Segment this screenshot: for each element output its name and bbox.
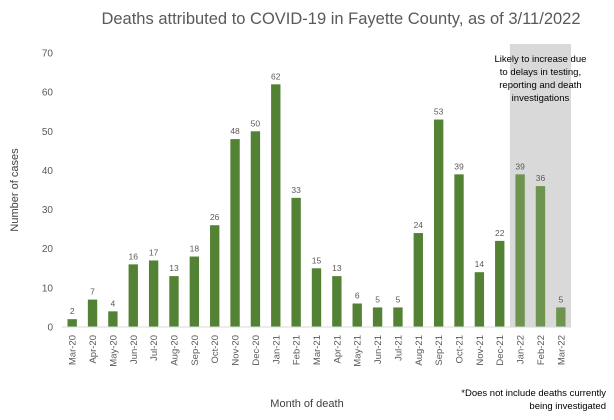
y-tick-label: 50: [42, 127, 54, 138]
bar-value-label: 5: [558, 294, 563, 304]
x-ticks: Mar-20 Apr-20 May-20 Jun-20 Jul-20 Aug-20 Sep-…: [68, 335, 568, 367]
x-tick-label: Jul-21: [393, 335, 404, 361]
x-tick-label: Sep-20: [190, 335, 201, 366]
x-tick-label: Nov-20: [231, 335, 242, 366]
annotation-line: investigations: [512, 93, 570, 104]
x-tick-label: Jun-20: [129, 335, 140, 364]
x-tick-label: Mar-20: [68, 335, 79, 365]
bar-value-label: 50: [251, 118, 261, 128]
x-tick-label: Oct-20: [210, 335, 221, 364]
bar: [372, 307, 383, 327]
annotation-line: to delays in testing,: [500, 67, 581, 78]
bar-value-label: 53: [434, 107, 444, 117]
bar-value-label: 22: [495, 228, 505, 238]
y-ticks: 0 10 20 30 40 50 60 70: [42, 49, 54, 334]
shaded-annotation: Likely to increase due to delays in testi…: [495, 54, 587, 104]
bar-value-label: 39: [515, 161, 525, 171]
bar-value-label: 48: [230, 126, 240, 136]
bar: [474, 272, 485, 327]
bar: [250, 131, 261, 327]
x-tick-label: Nov-21: [475, 335, 486, 366]
footnote-line: *Does not include deaths currently: [461, 388, 606, 399]
bar: [291, 197, 301, 327]
bar: [271, 84, 281, 327]
x-tick-label: Jan-22: [516, 335, 527, 364]
x-tick-label: May-21: [353, 335, 364, 367]
x-tick-label: Dec-21: [495, 335, 506, 366]
bar: [433, 119, 444, 328]
bar-value-label: 36: [536, 173, 546, 183]
y-tick-label: 70: [42, 49, 54, 60]
y-tick-label: 30: [42, 205, 54, 216]
x-tick-label: Apr-21: [332, 335, 343, 364]
x-tick-label: Dec-20: [251, 335, 262, 366]
footnote: *Does not include deaths currently being …: [461, 388, 606, 412]
bar-value-label: 33: [291, 185, 301, 195]
bar: [515, 174, 525, 327]
y-tick-label: 10: [42, 283, 54, 294]
bar-value-label: 17: [149, 247, 159, 257]
bar: [495, 240, 505, 327]
x-tick-label: Feb-21: [292, 335, 303, 365]
bar: [393, 307, 403, 327]
bar-value-label: 14: [475, 259, 485, 269]
bar-value-label: 18: [190, 244, 200, 254]
bar: [67, 319, 77, 327]
bar: [169, 276, 179, 327]
bar: [189, 256, 200, 327]
x-tick-label: Aug-20: [169, 335, 180, 366]
bar-value-label: 7: [90, 287, 95, 297]
bar-value-label: 4: [111, 298, 116, 308]
y-tick-label: 60: [42, 88, 54, 99]
y-axis-label: Number of cases: [9, 148, 21, 232]
bar-value-label: 6: [355, 291, 360, 301]
bar: [535, 186, 546, 327]
bar: [108, 311, 118, 327]
y-tick-label: 0: [47, 323, 53, 334]
bar-value-label: 24: [414, 220, 424, 230]
x-tick-label: Feb-22: [536, 335, 547, 365]
bar: [556, 307, 566, 327]
x-axis-label: Month of death: [270, 398, 343, 410]
y-tick-label: 40: [42, 166, 54, 177]
x-tick-label: Oct-21: [455, 335, 466, 364]
x-tick-label: Jul-20: [149, 335, 160, 361]
bar-value-label: 2: [70, 306, 75, 316]
bar-value-label: 13: [332, 263, 342, 273]
bar-value-label: 16: [129, 251, 139, 261]
x-tick-label: May-20: [108, 335, 119, 367]
bars: 2 7 4 16 17 13 18 26 48 50 62 33 15 13 6 5 5 24 53 39 14 22 39…: [67, 71, 566, 328]
x-tick-label: Jun-21: [373, 335, 384, 364]
bar: [413, 233, 423, 327]
bar-value-label: 5: [396, 294, 401, 304]
footnote-line: being investigated: [529, 401, 606, 412]
bar-value-label: 15: [312, 255, 322, 265]
x-tick-label: Apr-20: [88, 335, 99, 364]
bar: [332, 276, 342, 327]
annotation-line: Likely to increase due: [495, 54, 587, 65]
x-tick-label: Jan-21: [271, 335, 282, 364]
x-tick-label: Aug-21: [414, 335, 425, 366]
annotation-line: reporting and death: [499, 80, 581, 91]
chart-title: Deaths attributed to COVID-19 in Fayette…: [101, 10, 580, 28]
bar: [148, 260, 159, 327]
bar: [210, 225, 220, 327]
bar: [352, 303, 362, 327]
bar-value-label: 39: [454, 161, 464, 171]
x-tick-label: Sep-21: [434, 335, 445, 366]
bar: [454, 174, 464, 327]
bar-value-label: 62: [271, 71, 281, 81]
bar-value-label: 26: [210, 212, 220, 222]
bar: [128, 264, 138, 327]
bar: [230, 139, 240, 327]
bar-value-label: 13: [169, 263, 179, 273]
bar-value-label: 5: [375, 294, 380, 304]
x-tick-label: Mar-22: [556, 335, 567, 365]
bar: [311, 268, 322, 327]
x-tick-label: Mar-21: [312, 335, 323, 365]
bar: [87, 299, 98, 327]
y-tick-label: 20: [42, 244, 54, 255]
